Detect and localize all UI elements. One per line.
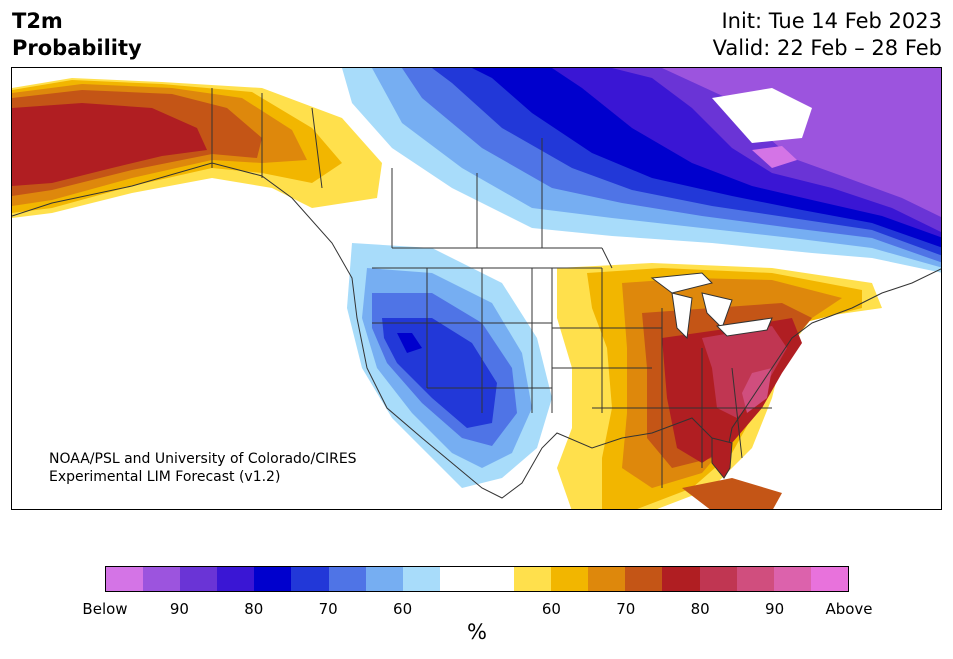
colorbar-swatch (514, 567, 552, 591)
colorbar-tick-label: 80 (690, 600, 710, 618)
colorbar-tick-label: 90 (169, 600, 189, 618)
colorbar-swatch (662, 567, 700, 591)
forecast-dates: Init: Tue 14 Feb 2023 Valid: 22 Feb – 28… (713, 8, 942, 62)
colorbar-swatch (810, 567, 848, 591)
colorbar-swatch (402, 567, 440, 591)
political-boundaries (12, 88, 941, 499)
colorbar-label: % (467, 620, 487, 644)
init-date: Init: Tue 14 Feb 2023 (721, 9, 942, 33)
colorbar-swatch (476, 567, 515, 591)
florida (711, 437, 733, 479)
colorbar-swatch (291, 567, 329, 591)
credit-line-2: Experimental LIM Forecast (v1.2) (49, 469, 281, 485)
map-title: T2m Probability (12, 8, 142, 62)
map-canvas (12, 68, 941, 509)
colorbar-tick-label: Below (82, 600, 128, 618)
colorbar (105, 566, 849, 592)
colorbar-tick-label: 60 (541, 600, 561, 618)
colorbar-swatch (699, 567, 737, 591)
alaska-warm-region (12, 78, 382, 218)
colorbar-tick-label: 70 (616, 600, 636, 618)
colorbar-swatch (588, 567, 626, 591)
colorbar-swatch (551, 567, 589, 591)
colorbar-tick-label: 70 (318, 600, 338, 618)
colorbar-swatch (217, 567, 255, 591)
great-lakes (650, 272, 773, 340)
colorbar-swatch (439, 567, 477, 591)
colorbar-tick-label: 80 (244, 600, 264, 618)
colorbar-tick-label: Above (825, 600, 873, 618)
colorbar-swatch (736, 567, 774, 591)
colorbar-swatch (625, 567, 663, 591)
forecast-map (11, 67, 942, 510)
colorbar-tick-label: 60 (393, 600, 413, 618)
title-variable: T2m (12, 9, 63, 33)
valid-period: Valid: 22 Feb – 28 Feb (712, 36, 942, 60)
colorbar-tick-label: 90 (765, 600, 785, 618)
west-us-cold-region (347, 243, 552, 488)
colorbar-swatch (254, 567, 292, 591)
colorbar-swatch (106, 567, 144, 591)
colorbar-swatch (143, 567, 181, 591)
data-credit: NOAA/PSL and University of Colorado/CIRE… (49, 450, 357, 486)
east-us-warm-region (557, 263, 882, 509)
colorbar-swatch (328, 567, 366, 591)
credit-line-1: NOAA/PSL and University of Colorado/CIRE… (49, 451, 357, 467)
canada-cold-region (342, 68, 941, 273)
colorbar-swatch (773, 567, 811, 591)
colorbar-swatch (180, 567, 218, 591)
colorbar-swatch (365, 567, 403, 591)
title-quantity: Probability (12, 36, 142, 60)
